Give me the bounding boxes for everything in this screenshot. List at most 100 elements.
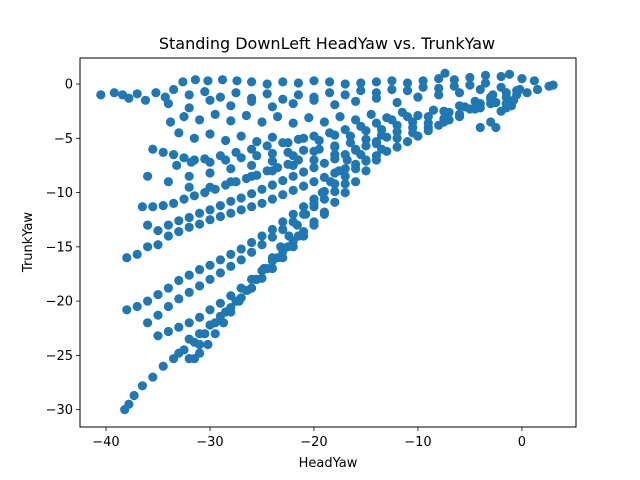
data-point (278, 77, 288, 87)
data-point (195, 348, 205, 358)
data-point (508, 95, 519, 105)
data-point (276, 242, 286, 252)
data-point (195, 312, 205, 322)
data-point (351, 115, 361, 125)
data-point (293, 90, 303, 100)
data-point (163, 177, 173, 187)
data-point (309, 198, 319, 208)
y-tick-label: −20 (46, 295, 73, 310)
data-point (247, 237, 257, 248)
data-point (491, 122, 501, 133)
data-point (340, 125, 350, 135)
y-tick-label: −10 (46, 186, 73, 201)
data-point (278, 94, 288, 104)
data-point (247, 77, 257, 87)
data-point (475, 99, 485, 109)
data-point (226, 116, 236, 126)
data-point (278, 224, 288, 235)
data-point (449, 81, 459, 91)
data-point (319, 209, 329, 219)
data-point (241, 110, 251, 121)
data-point (387, 76, 397, 86)
data-point (278, 217, 288, 227)
data-point (392, 133, 402, 143)
data-point (226, 101, 236, 111)
data-point (377, 144, 387, 154)
data-point (283, 242, 293, 252)
data-point (236, 193, 246, 203)
data-point (330, 100, 340, 110)
data-point (267, 156, 277, 166)
data-point (517, 74, 527, 84)
data-point (231, 177, 241, 187)
data-point (382, 132, 392, 142)
data-point (309, 131, 319, 141)
data-point (371, 137, 381, 147)
data-point (252, 151, 262, 161)
data-point (392, 127, 402, 137)
data-point (392, 97, 402, 108)
data-point (288, 209, 298, 219)
y-tick-label: −25 (46, 349, 73, 364)
data-point (267, 232, 277, 242)
y-tick-label: −30 (46, 403, 73, 418)
data-point (418, 76, 428, 86)
data-point (257, 240, 267, 250)
data-point (522, 88, 532, 98)
data-point (122, 253, 132, 263)
data-point (434, 74, 444, 84)
data-point (480, 70, 491, 80)
data-point (174, 216, 184, 226)
data-point (129, 390, 139, 401)
data-point (163, 99, 173, 109)
data-point (434, 83, 444, 93)
data-point (217, 75, 228, 85)
data-point (189, 133, 199, 143)
data-point (205, 205, 215, 215)
data-point (548, 80, 558, 90)
data-point (215, 151, 225, 161)
x-axis-label: HeadYaw (299, 456, 358, 471)
data-point (454, 88, 465, 98)
data-point (371, 155, 381, 165)
data-point (226, 307, 236, 317)
data-point (210, 109, 220, 119)
data-point (267, 194, 277, 204)
data-point (242, 285, 252, 295)
data-point (299, 181, 309, 191)
plot-frame (79, 57, 577, 428)
data-point (257, 184, 267, 194)
data-point (340, 90, 350, 100)
data-point (309, 220, 319, 230)
data-point (325, 77, 335, 87)
data-point (153, 240, 163, 250)
data-point (247, 93, 257, 103)
data-point (122, 305, 132, 315)
data-point (215, 255, 225, 265)
data-point (174, 322, 184, 332)
data-point (215, 201, 225, 211)
x-tick-label: −20 (300, 435, 327, 450)
data-point (366, 109, 376, 119)
data-point (179, 194, 189, 204)
data-point (371, 77, 381, 87)
data-point (423, 112, 433, 122)
data-point (236, 205, 246, 215)
data-point (179, 345, 189, 355)
data-point (267, 148, 277, 159)
data-point (371, 118, 381, 128)
data-point (423, 122, 433, 133)
data-point (158, 201, 168, 211)
data-point (501, 88, 511, 98)
data-point (309, 163, 319, 173)
data-point (205, 168, 215, 178)
data-point (402, 86, 413, 96)
chart-title: Standing DownLeft HeadYaw vs. TrunkYaw (159, 34, 495, 53)
data-point (454, 101, 465, 111)
data-point (200, 188, 210, 198)
data-point (148, 202, 158, 212)
data-point (221, 180, 231, 190)
y-tick-label: −15 (46, 240, 73, 255)
